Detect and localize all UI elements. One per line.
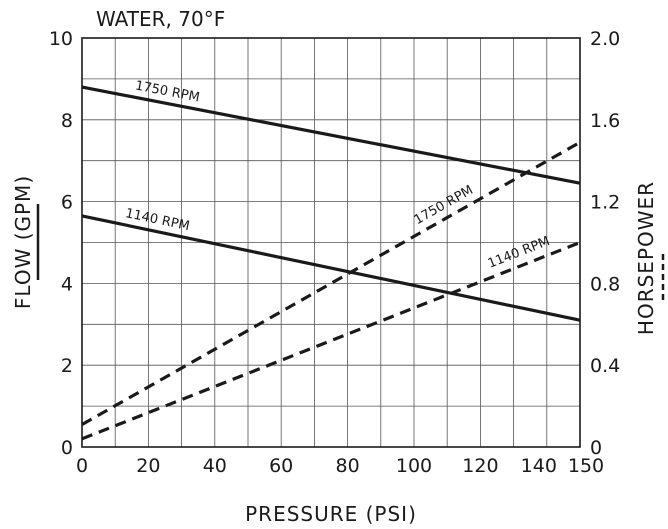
right-tick-label: 0.8 <box>590 273 620 295</box>
right-tick-label: 1.6 <box>590 110 620 132</box>
left-axis-ticks: 0 2 4 6 8 10 <box>49 28 73 459</box>
left-tick-label: 10 <box>49 28 73 50</box>
x-tick-label: 20 <box>136 455 160 477</box>
x-tick-label: 150 <box>568 455 604 477</box>
flow-line-1750-rpm <box>81 85 581 185</box>
left-axis-title: FLOW (GPM) <box>11 175 35 309</box>
horsepower-line-1140-rpm <box>81 241 581 441</box>
right-axis-title: HORSEPOWER <box>634 181 658 335</box>
left-tick-label: 6 <box>61 192 73 214</box>
right-tick-label: 0 <box>590 437 602 459</box>
x-tick-label: 80 <box>336 455 360 477</box>
x-axis-title: PRESSURE (PSI) <box>245 502 417 526</box>
left-tick-label: 0 <box>61 437 73 459</box>
series-lines <box>81 85 581 441</box>
right-tick-label: 2.0 <box>590 28 620 50</box>
left-tick-label: 8 <box>61 110 73 132</box>
horsepower-line-1750-rpm <box>81 140 581 426</box>
x-tick-label: 40 <box>203 455 227 477</box>
right-tick-label: 0.4 <box>590 355 620 377</box>
plot-frame <box>81 37 581 448</box>
x-tick-label: 120 <box>462 455 498 477</box>
series-label: 1140 RPM <box>124 206 191 234</box>
x-tick-label: 0 <box>76 455 88 477</box>
right-axis-ticks: 0 0.4 0.8 1.2 1.6 2.0 <box>590 28 620 459</box>
x-tick-label: 140 <box>521 455 557 477</box>
left-tick-label: 2 <box>61 355 73 377</box>
series-label: 1750 RPM <box>134 78 201 105</box>
x-tick-label: 60 <box>269 455 293 477</box>
flow-line-1140-rpm <box>81 214 581 322</box>
left-tick-label: 4 <box>61 273 73 295</box>
right-tick-label: 1.2 <box>590 192 620 214</box>
x-axis-ticks: 0 20 40 60 80 100 120 140 150 <box>76 455 604 477</box>
x-tick-label: 100 <box>396 455 432 477</box>
chart-annotation: WATER, 70°F <box>96 7 225 31</box>
grid <box>82 38 580 447</box>
